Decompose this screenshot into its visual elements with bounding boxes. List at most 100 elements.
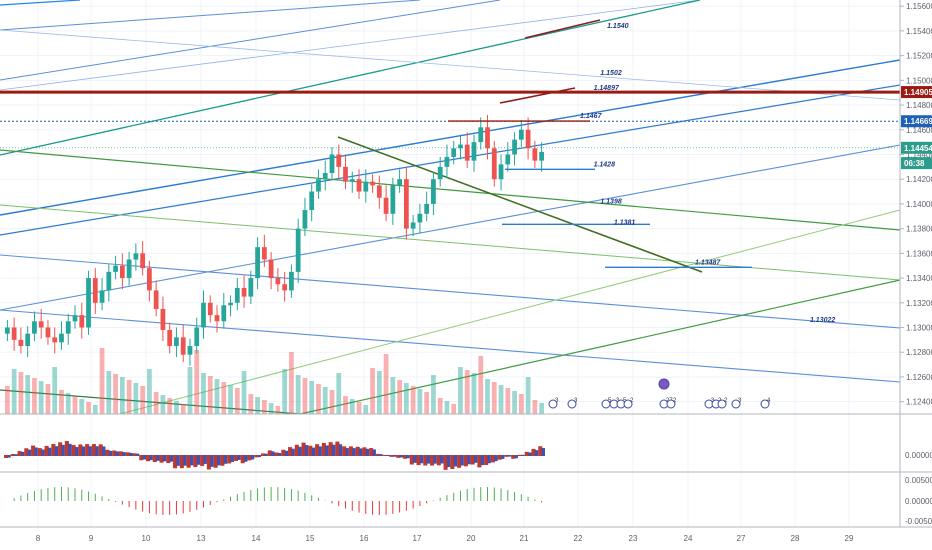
oscillator-bar	[463, 455, 468, 467]
time-tick-label: 14	[252, 534, 261, 543]
candle-body	[214, 315, 220, 322]
oscillator-bar	[480, 455, 485, 466]
oscillator-bar	[413, 455, 417, 463]
volume-bar	[349, 399, 355, 414]
volume-bar	[25, 375, 31, 414]
oscillator-bar	[304, 445, 309, 456]
oscillator-bar	[149, 455, 153, 461]
candle-body	[167, 329, 173, 347]
oscillator-bar	[284, 450, 289, 456]
oscillator-bar	[142, 455, 147, 460]
oscillator-bar	[389, 455, 394, 457]
oscillator-bar	[115, 451, 119, 456]
volume-bar	[72, 396, 78, 414]
candle-body	[397, 179, 402, 186]
oscillator-bar	[183, 455, 187, 466]
oscillator-bar	[173, 455, 178, 469]
candle-body	[126, 259, 132, 279]
price-axis[interactable]: 1.15600 1.15400 1.15200 1.15000 1.14800 1.146…	[900, 2, 932, 407]
candle-body	[383, 197, 389, 214]
candle-body	[174, 337, 179, 347]
price-tick-label: 1.12400	[906, 398, 932, 407]
candle-body	[207, 302, 213, 316]
volume-bar	[539, 403, 544, 414]
candle-body	[309, 191, 315, 211]
oscillator-bar	[406, 455, 410, 459]
trendline	[0, 204, 901, 281]
time-tick-label: 23	[629, 534, 638, 543]
oscillator-bar	[440, 455, 444, 464]
oscillator-bar	[277, 453, 282, 456]
oscillator-bar	[528, 452, 532, 456]
oscillator-bar	[71, 445, 76, 456]
oscillator-bar	[220, 455, 225, 466]
oscillator-bar	[61, 444, 65, 456]
price-tag-label: 1.14669	[904, 117, 932, 126]
price-tick-label: 1.13200	[906, 299, 932, 308]
price-annotation: 1.1398	[600, 198, 622, 205]
economic-event-markers: 33535227232234	[548, 378, 771, 409]
time-tick-label: 29	[845, 534, 854, 543]
oscillator-bar	[494, 455, 498, 462]
oscillator-bar	[294, 444, 299, 456]
oscillator-bar	[315, 444, 320, 456]
oscillator-bar	[419, 455, 424, 464]
time-axis[interactable]: 8 9 10 13 14 15 16 17 20 21 22 23 24 27 28 29	[36, 534, 854, 543]
oscillator-bar	[230, 455, 234, 462]
volume-bar	[316, 384, 321, 414]
volume-bar	[221, 382, 227, 414]
oscillator-bar	[365, 448, 370, 456]
candle-body	[289, 271, 294, 291]
oscillator-bar	[78, 444, 83, 456]
time-tick-label: 17	[413, 534, 422, 543]
candle-body	[52, 337, 58, 343]
time-tick-label: 21	[520, 534, 529, 543]
time-tick-label: 27	[737, 534, 746, 543]
oscillator-bar	[328, 442, 333, 456]
oscillator-pane-1	[4, 441, 545, 470]
oscillator-bar	[345, 448, 349, 456]
price-candles	[5, 114, 544, 366]
oscillator-bar	[244, 455, 248, 462]
volume-bar	[241, 371, 247, 414]
volume-bar	[201, 373, 206, 414]
oscillator-bar	[102, 446, 106, 456]
oscillator-bar	[423, 455, 428, 466]
volume-bar	[140, 386, 146, 414]
oscillator-bar	[311, 447, 316, 456]
oscillator-bar	[24, 448, 29, 456]
oscillator-bar	[538, 446, 543, 456]
candle-body	[302, 210, 308, 229]
oscillator-bar	[95, 446, 99, 456]
volume-bar	[322, 387, 328, 414]
candle-body	[65, 321, 71, 334]
oscillator-bar	[335, 441, 340, 456]
trendline	[0, 84, 901, 236]
indicator-2-zero-label: 0.00000	[905, 497, 932, 506]
event-marker-label: 2	[630, 398, 634, 404]
oscillator-bar	[81, 446, 86, 456]
candle-body	[417, 213, 423, 223]
oscillator-bar	[213, 455, 218, 468]
candle-body	[343, 166, 348, 182]
oscillator-bar	[352, 448, 356, 456]
volume-bar	[119, 377, 125, 414]
time-tick-label: 20	[467, 534, 476, 543]
oscillator-bar	[217, 455, 221, 466]
oscillator-bar	[348, 446, 353, 456]
event-marker	[666, 399, 676, 409]
oscillator-bar	[497, 455, 502, 460]
oscillator-bar	[450, 455, 455, 469]
oscillator-bar	[27, 449, 32, 456]
oscillator-bar	[524, 451, 529, 456]
price-tags: 1.14905 1.14669 1.14454 06:38	[901, 86, 932, 170]
oscillator-bar	[189, 455, 194, 466]
oscillator-bar	[223, 455, 228, 464]
oscillator-bar	[10, 454, 15, 456]
candle-body	[18, 339, 24, 347]
oscillator-bar	[206, 455, 211, 470]
volume-bar	[424, 392, 430, 414]
oscillator-bar	[4, 455, 9, 458]
event-marker-label: 3	[555, 398, 559, 404]
